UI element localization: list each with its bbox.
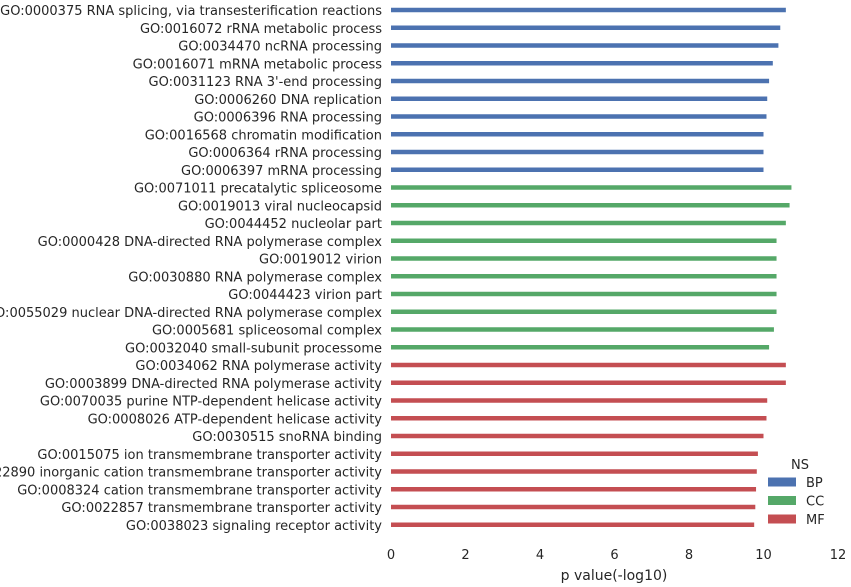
bar-bp	[391, 149, 764, 155]
bar-cc	[391, 238, 777, 243]
x-tick-label: 0	[387, 548, 395, 563]
category-label: GO:0034470 ncRNA processing	[178, 40, 382, 55]
category-label: GO:0030515 snoRNA binding	[192, 430, 382, 445]
category-label: GO:0016072 rRNA metabolic process	[140, 22, 382, 37]
category-label: GO:0022890 inorganic cation transmembran…	[0, 466, 382, 481]
bar-bp	[391, 43, 779, 48]
category-label: GO:0038023 signaling receptor activity	[126, 519, 382, 534]
bar-bp	[391, 96, 768, 101]
category-label: GO:0006396 RNA processing	[194, 111, 382, 126]
bar-mf	[391, 398, 768, 403]
x-tick-label: 12	[830, 548, 847, 563]
x-tick-label: 10	[755, 548, 772, 563]
category-label: GO:0008026 ATP-dependent helicase activi…	[88, 412, 383, 427]
x-axis-label: p value(-log10)	[561, 568, 668, 584]
bar-cc	[391, 291, 777, 297]
bar-cc	[391, 327, 774, 332]
bar-mf	[391, 416, 767, 421]
category-label: GO:0006260 DNA replication	[194, 93, 382, 108]
bar-cc	[391, 345, 770, 350]
category-label: GO:0070035 purine NTP-dependent helicase…	[40, 395, 382, 410]
bar-mf	[391, 451, 758, 456]
category-label: GO:0044452 nucleolar part	[205, 217, 382, 232]
category-label: GO:0034062 RNA polymerase activity	[135, 359, 382, 374]
category-labels: GO:0000375 RNA splicing, via transesteri…	[0, 4, 382, 534]
bar-mf	[391, 504, 756, 510]
bars	[391, 7, 792, 527]
bar-cc	[391, 309, 777, 314]
x-tick-label: 6	[610, 548, 618, 563]
category-label: GO:0044423 virion part	[228, 288, 382, 303]
category-label: GO:0006397 mRNA processing	[181, 164, 382, 179]
bar-mf	[391, 362, 786, 368]
x-axis: p value(-log10) 0 2 4 6 8 10 12	[387, 548, 846, 584]
category-label: GO:0030880 RNA polymerase complex	[128, 270, 382, 285]
category-label: GO:0055029 nuclear DNA-directed RNA poly…	[0, 306, 382, 321]
bar-cc	[391, 203, 790, 208]
category-label: GO:0019013 viral nucleocapsid	[178, 199, 382, 214]
category-label: GO:0016568 chromatin modification	[145, 128, 382, 143]
legend-swatch-mf	[768, 514, 796, 524]
category-label: GO:0000428 DNA-directed RNA polymerase c…	[38, 235, 383, 250]
bar-mf	[391, 380, 786, 385]
bar-cc	[391, 274, 777, 279]
bar-mf	[391, 469, 757, 474]
bar-mf	[391, 487, 757, 492]
x-tick-label: 2	[461, 548, 469, 563]
x-tick-label: 4	[536, 548, 544, 563]
bar-cc	[391, 220, 786, 226]
category-label: GO:0016071 mRNA metabolic process	[133, 57, 383, 72]
category-label: GO:0000375 RNA splicing, via transesteri…	[0, 4, 382, 19]
bar-bp	[391, 114, 767, 119]
legend-label-mf: MF	[806, 513, 825, 528]
x-tick-label: 8	[685, 548, 693, 563]
bar-cc	[391, 256, 777, 261]
bar-bp	[391, 25, 781, 30]
legend-title: NS	[791, 458, 809, 473]
legend-label-bp: BP	[806, 476, 823, 491]
category-label: GO:0006364 rRNA processing	[188, 146, 382, 161]
category-label: GO:0022857 transmembrane transporter act…	[61, 501, 382, 516]
bar-mf	[391, 433, 764, 439]
category-label: GO:0005681 spliceosomal complex	[152, 324, 382, 339]
category-label: GO:0019012 virion	[259, 253, 382, 268]
bar-bp	[391, 61, 773, 66]
category-label: GO:0031123 RNA 3'-end processing	[149, 75, 383, 90]
legend-swatch-cc	[768, 496, 796, 505]
legend-label-cc: CC	[806, 495, 824, 510]
category-label: GO:0015075 ion transmembrane transporter…	[37, 448, 382, 463]
bar-bp	[391, 132, 764, 137]
legend: NS BP CC MF	[768, 458, 825, 528]
bar-cc	[391, 185, 792, 190]
category-label: GO:0008324 cation transmembrane transpor…	[17, 483, 382, 498]
category-label: GO:0003899 DNA-directed RNA polymerase a…	[45, 377, 382, 392]
bar-bp	[391, 78, 770, 84]
bar-bp	[391, 167, 764, 172]
legend-swatch-bp	[768, 477, 796, 487]
bar-bp	[391, 7, 786, 13]
category-label: GO:0071011 precatalytic spliceosome	[134, 182, 382, 197]
category-label: GO:0032040 small-subunit processome	[125, 341, 382, 356]
bar-mf	[391, 522, 755, 527]
